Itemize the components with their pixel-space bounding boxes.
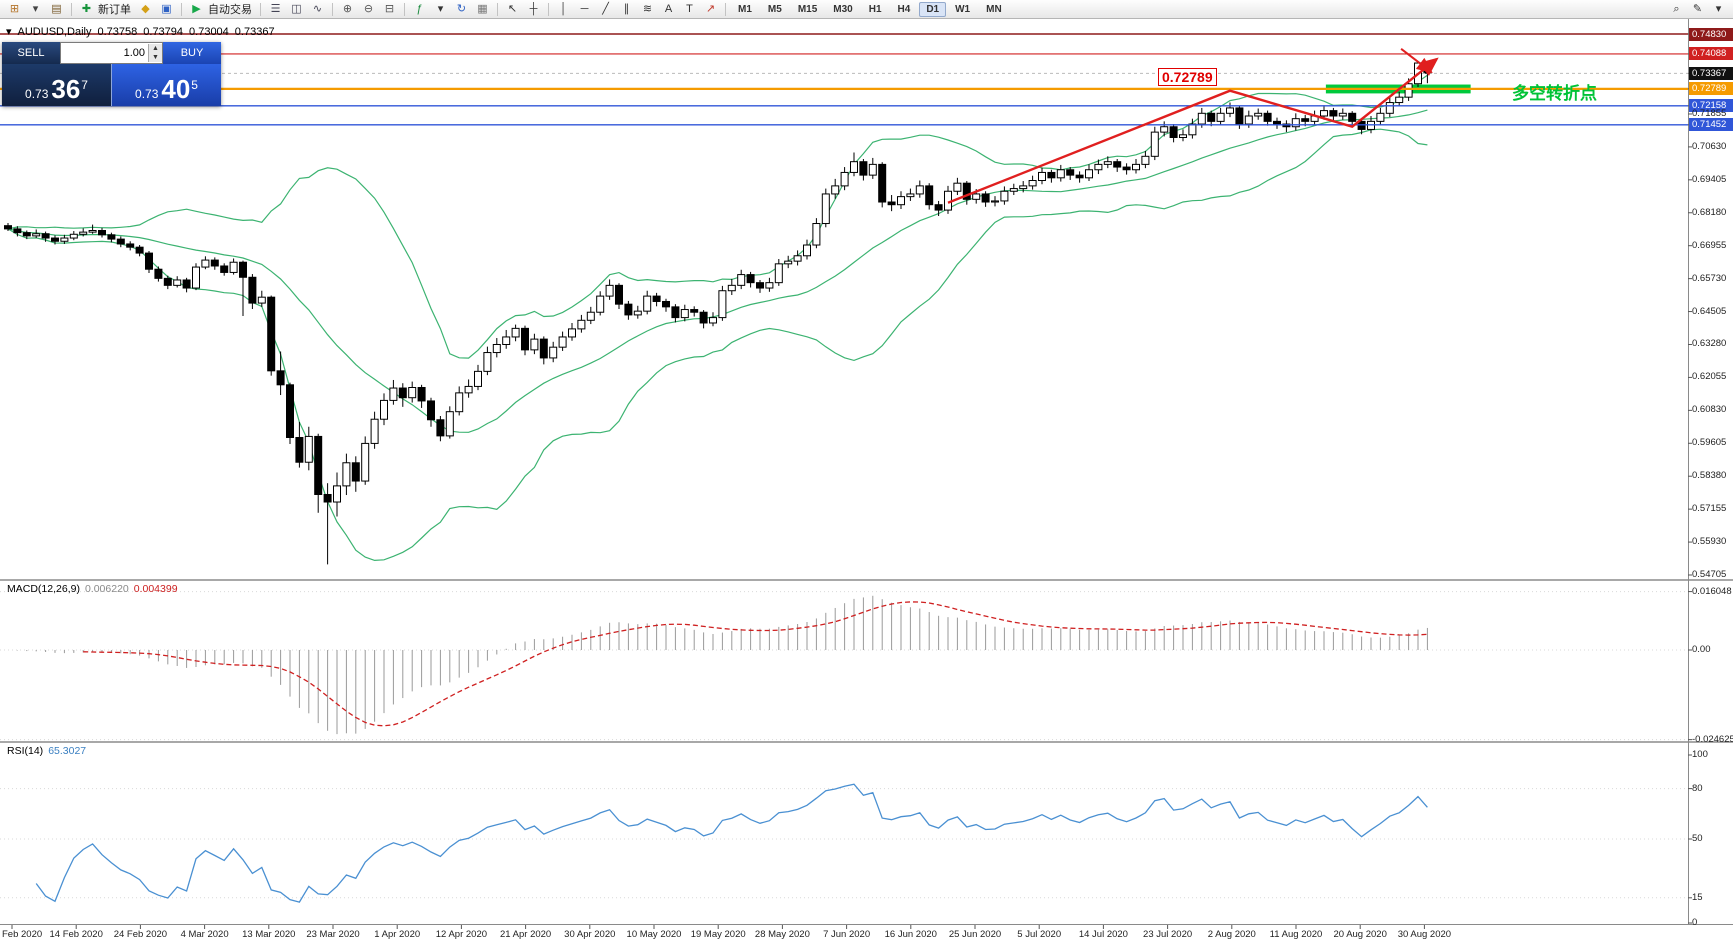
toolbar-right-items: ⌕ ✎ ▾ [1666, 1, 1729, 18]
toolbar-separator [725, 2, 726, 16]
buy-price-sup: 5 [191, 78, 198, 92]
zoom-out-icon[interactable]: ⊖ [363, 2, 374, 15]
history-center-icon[interactable]: ◆ [141, 2, 150, 15]
cursor-icon[interactable]: ↖ [507, 2, 518, 15]
bar-chart-icon[interactable]: ☰ [270, 2, 281, 15]
fibonacci-icon[interactable]: ≋ [642, 2, 653, 15]
new-order-label[interactable]: 新订单 [98, 4, 131, 16]
timeframe-m1-button[interactable]: M1 [738, 3, 752, 15]
edit-icon[interactable]: ✎ [1692, 2, 1703, 15]
sell-price-big: 36 [51, 74, 81, 104]
timeframe-d1-button[interactable]: D1 [919, 1, 947, 17]
toolbar-separator [71, 2, 72, 16]
indicators-dropdown-icon[interactable]: ▾ [437, 2, 444, 15]
timeframe-m30-button[interactable]: M30 [833, 3, 853, 15]
timeframe-h1-button[interactable]: H1 [868, 3, 882, 15]
volume-value[interactable]: 1.00 [123, 47, 145, 59]
sell-price-prefix: 0.73 [25, 87, 49, 101]
volume-stepper[interactable]: 1.00 ▲ ▼ [60, 42, 163, 64]
toolbar-separator [332, 2, 333, 16]
tile-windows-icon[interactable]: ⊟ [384, 2, 395, 15]
line-chart-icon[interactable]: ∿ [312, 2, 323, 15]
sell-price-sup: 7 [81, 78, 88, 92]
toolbar-separator [404, 2, 405, 16]
toolbar-separator [497, 2, 498, 16]
one-click-trading-panel: SELL 1.00 ▲ ▼ BUY 0.73 36 7 0.73 40 5 [2, 42, 221, 106]
zoom-search-icon[interactable]: ⌕ [1673, 2, 1680, 15]
chart-dropdown-icon[interactable]: ▾ [32, 2, 39, 15]
timeframe-mn-button[interactable]: MN [986, 3, 1002, 15]
trendline-icon[interactable]: ╱ [602, 2, 609, 15]
timeframe-h4-button[interactable]: H4 [897, 3, 911, 15]
autotrading-label[interactable]: 自动交易 [208, 4, 252, 16]
buy-price-prefix: 0.73 [135, 87, 159, 101]
autotrading-icon[interactable]: ▶ [192, 2, 201, 15]
timeframe-m15-button[interactable]: M15 [797, 3, 818, 15]
news-icon[interactable]: ▦ [477, 2, 488, 15]
sell-price[interactable]: 0.73 36 7 [2, 64, 111, 106]
more-dropdown-icon[interactable]: ▾ [1715, 2, 1722, 15]
new-chart-icon[interactable]: ⊞ [9, 2, 20, 15]
text-icon[interactable]: A [664, 2, 673, 15]
toolbar-separator [260, 2, 261, 16]
horizontal-line-icon[interactable]: ─ [580, 2, 589, 15]
timeframe-m5-button[interactable]: M5 [767, 3, 782, 15]
toolbar-items: ⊞ ▾ ▤ ✚ 新订单 ◆ ▣ ▶ 自动交易 ☰ ◫ ∿ ⊕ ⊖ ⊟ ƒ ▾ ↻ ▦ ↖ ┼ │ ─ ╱ ∥ ≋ A T ↗ M1 M5 M1… [4, 1, 1010, 18]
vertical-line-icon[interactable]: │ [560, 2, 567, 15]
buy-button[interactable]: BUY [163, 42, 221, 64]
toolbar-separator [181, 2, 182, 16]
crosshair-icon[interactable]: ┼ [529, 2, 538, 15]
label-icon[interactable]: T [686, 2, 693, 15]
new-order-icon[interactable]: ✚ [81, 2, 92, 15]
buy-price[interactable]: 0.73 40 5 [111, 64, 221, 106]
candlestick-chart-icon[interactable]: ◫ [291, 2, 302, 15]
arrows-icon[interactable]: ↗ [705, 2, 716, 15]
indicators-icon[interactable]: ƒ [416, 2, 423, 15]
zoom-in-icon[interactable]: ⊕ [342, 2, 353, 15]
volume-down-icon[interactable]: ▼ [149, 53, 162, 62]
accounts-icon[interactable]: ▣ [161, 2, 172, 15]
buy-price-big: 40 [161, 74, 191, 104]
toolbar-separator [548, 2, 549, 16]
profiles-icon[interactable]: ▤ [51, 2, 62, 15]
timeframe-w1-button[interactable]: W1 [955, 3, 971, 15]
toolbar: ⊞ ▾ ▤ ✚ 新订单 ◆ ▣ ▶ 自动交易 ☰ ◫ ∿ ⊕ ⊖ ⊟ ƒ ▾ ↻ ▦ ↖ ┼ │ ─ ╱ ∥ ≋ A T ↗ M1 M5 M1… [0, 0, 1733, 19]
channel-icon[interactable]: ∥ [623, 2, 630, 15]
volume-spinner[interactable]: ▲ ▼ [148, 44, 162, 62]
cycle-icon[interactable]: ↻ [456, 2, 467, 15]
sell-button[interactable]: SELL [2, 42, 60, 64]
volume-up-icon[interactable]: ▲ [149, 44, 162, 53]
